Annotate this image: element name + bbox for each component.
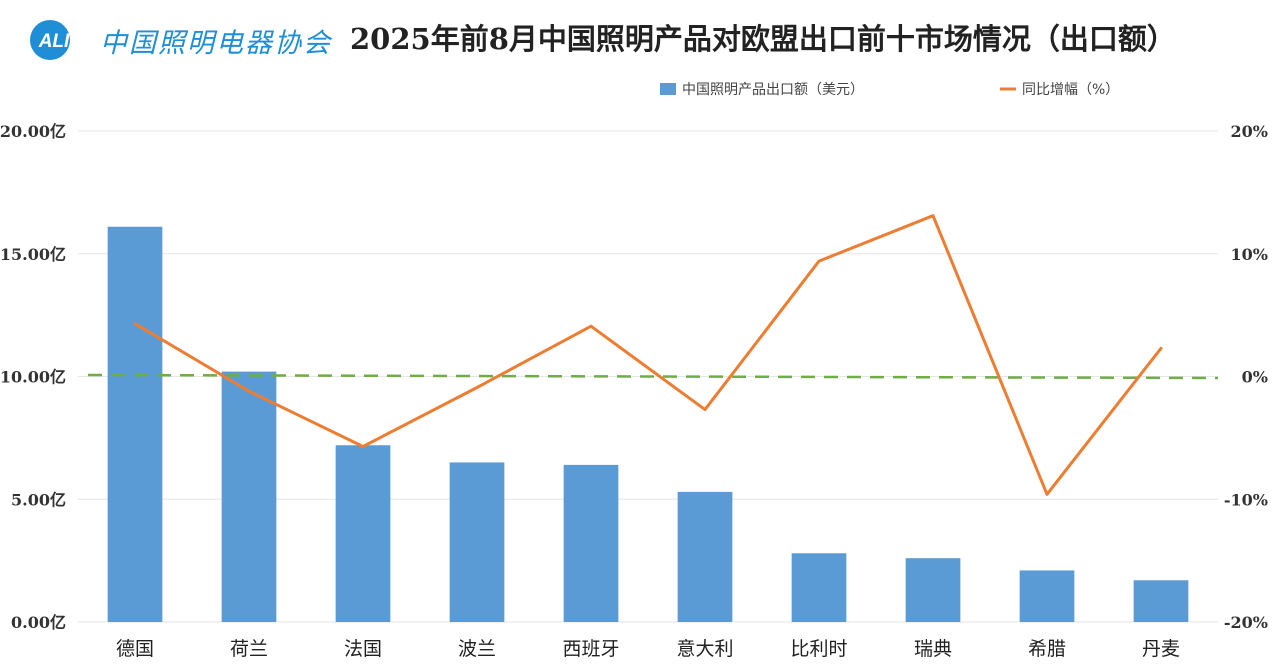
axis-labels: 0.00亿 5.00亿 10.00亿 15.00亿 20.00亿 -20% -10% 0% 10… [0,122,1268,660]
x-tick-label: 德国 [116,638,154,660]
bar [563,464,619,622]
y-left-tick-label: 0.00亿 [11,613,66,632]
bar [791,553,847,622]
x-tick-label: 意大利 [676,638,733,660]
x-tick-label: 波兰 [458,638,496,660]
y-left-tick-label: 15.00亿 [0,245,66,264]
x-tick-label: 荷兰 [230,638,268,660]
legend: 中国照明产品出口额（美元） 同比增幅（%） [660,82,1119,98]
logo-text: 中国照明电器协会 [100,27,332,59]
y-right-tick-label: 10% [1231,245,1268,264]
growth-line [133,214,1163,496]
y-left-tick-label: 20.00亿 [0,122,66,141]
reference-line [87,373,1219,380]
x-tick-label: 比利时 [790,638,847,660]
logo-badge-icon: ALI [30,20,70,60]
x-tick-label: 瑞典 [914,638,952,660]
legend-label-bars: 中国照明产品出口额（美元） [682,82,864,98]
y-left-tick-label: 5.00亿 [11,490,66,509]
y-left-tick-label: 10.00亿 [0,368,66,387]
legend-swatch-bars [660,83,676,95]
logo: ALI 中国照明电器协会 [28,18,332,62]
chart-title: 2025年前8月中国照明产品对欧盟出口前十市场情况（出口额） [350,22,1176,56]
x-tick-label: 丹麦 [1142,638,1180,660]
bar [905,558,961,622]
x-tick-label: 西班牙 [562,638,619,660]
line-series [133,214,1163,496]
y-right-tick-label: 20% [1231,122,1268,141]
bar [449,462,505,622]
bar [221,371,277,622]
reference-line-group [87,373,1219,380]
bar [107,226,163,622]
bar [1019,570,1075,622]
y-right-tick-label: -10% [1224,490,1268,509]
x-tick-label: 法国 [344,638,382,660]
logo-badge-text: ALI [38,31,70,52]
legend-label-line: 同比增幅（%） [1022,82,1119,98]
y-right-tick-label: -20% [1224,613,1268,632]
bar [335,445,391,622]
x-tick-label: 希腊 [1028,638,1066,660]
bar [1133,580,1189,622]
bar [677,491,733,622]
y-right-tick-label: 0% [1242,368,1268,387]
bar-series [107,226,1189,622]
